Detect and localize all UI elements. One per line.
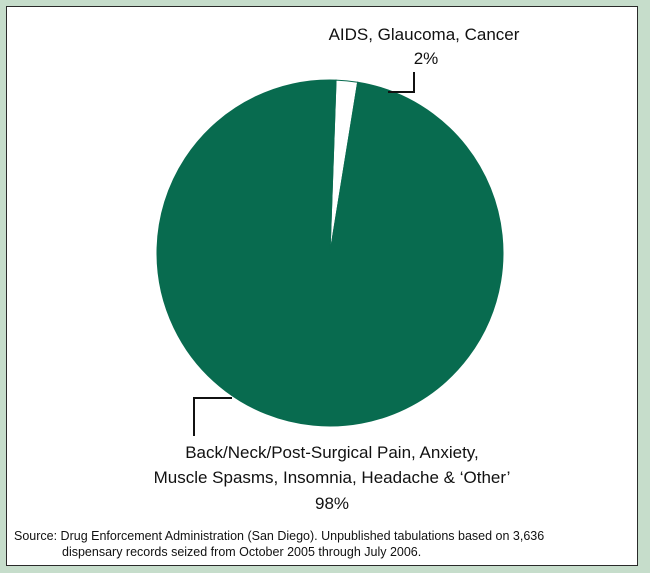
leader-line-small — [388, 72, 415, 93]
source-line-2: dispensary records seized from October 2… — [62, 545, 422, 559]
slice-value-small: 2% — [414, 49, 439, 68]
leader-line-large — [193, 397, 232, 436]
pie-slices — [156, 79, 504, 427]
source-line-1: Source: Drug Enforcement Administration … — [14, 529, 545, 543]
slice-label-large-line1: Back/Neck/Post-Surgical Pain, Anxiety, — [185, 443, 479, 462]
slice-value-large: 98% — [315, 494, 349, 513]
slice-label-large-line2: Muscle Spasms, Insomnia, Headache & ‘Oth… — [154, 468, 511, 487]
pie-slice-large — [156, 79, 504, 427]
slice-label-small: AIDS, Glaucoma, Cancer — [329, 25, 520, 44]
source-note: Source: Drug Enforcement Administration … — [14, 528, 638, 560]
